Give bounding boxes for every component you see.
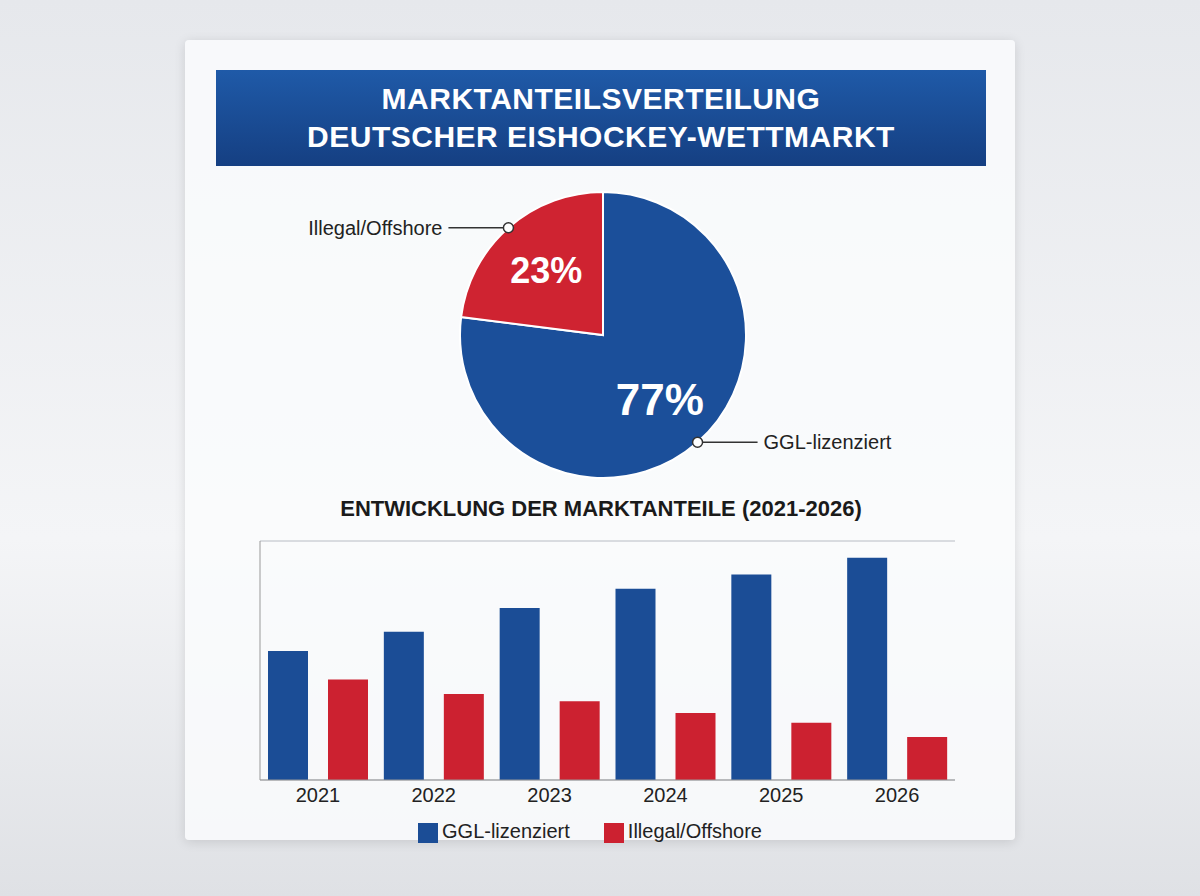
html-text:MARKTANTEILSVERTEILUNG DEUTSCH: MARKTANTEILSVERTEILUNG DEUTSCHER EISHOCK… — [307, 82, 895, 153]
html-text:ENTWICKLUNG DER MARKTANTEILE (: ENTWICKLUNG DER MARKTANTEILE (2021-2026) — [340, 496, 862, 521]
svg-text:2026: 2026 — [875, 784, 920, 806]
svg-text:77%: 77% — [616, 375, 704, 424]
svg-text:Illegal/Offshore: Illegal/Offshore — [308, 217, 442, 239]
svg-text:2021: 2021 — [296, 784, 341, 806]
svg-text:GGL-lizenziert: GGL-lizenziert — [764, 431, 892, 453]
svg-text:23%: 23% — [510, 250, 582, 291]
html-text:Illegal/Offshore: Illegal/Offshore — [627, 820, 762, 842]
html-text:GGL-lizenziert: GGL-lizenziert — [442, 820, 570, 842]
svg-text:2023: 2023 — [527, 784, 572, 806]
svg-text:2022: 2022 — [412, 784, 457, 806]
svg-text:2025: 2025 — [759, 784, 804, 806]
svg-text:2024: 2024 — [643, 784, 688, 806]
